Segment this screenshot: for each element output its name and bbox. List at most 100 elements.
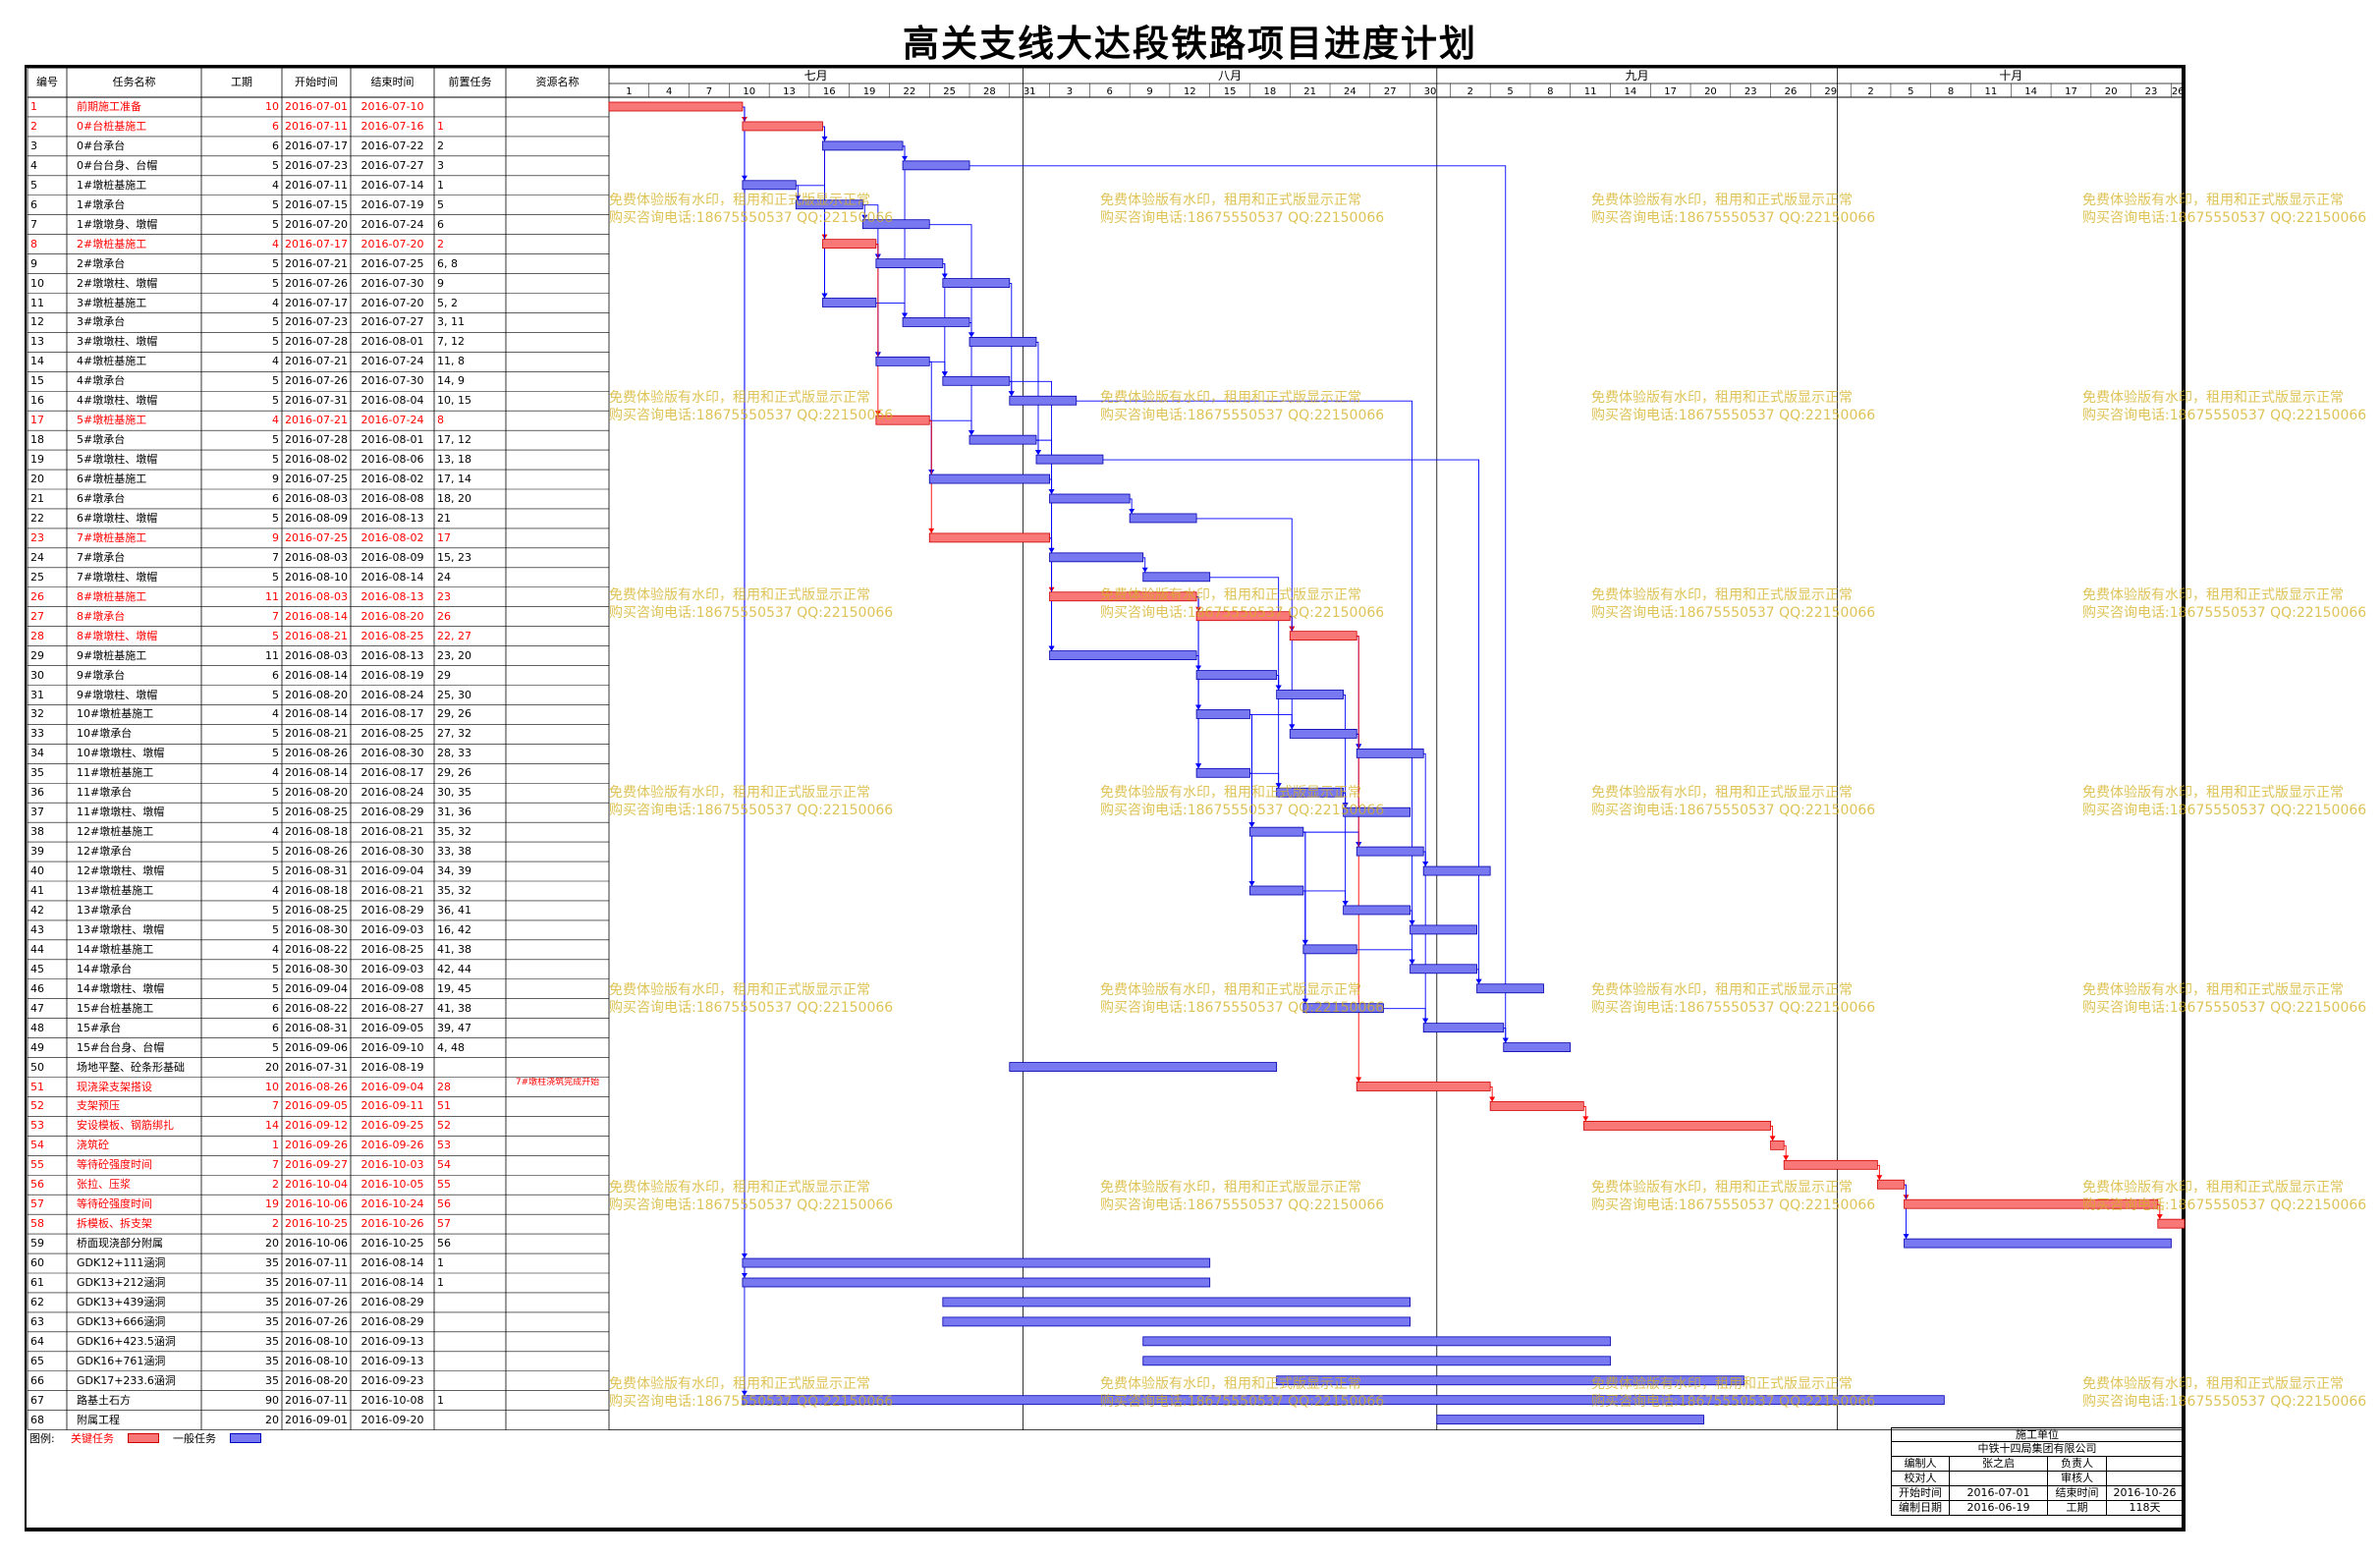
gantt-bar [1410,924,1477,935]
table-cell-end: 2016-09-23 [360,1373,424,1387]
table-cell-start: 2016-07-21 [285,414,348,427]
table-cell-start: 2016-07-11 [285,119,348,133]
dependency-link [1009,380,1053,553]
table-cell-res [506,312,609,332]
table-cell-duration: 7 [272,1158,279,1172]
day-tick-label: 9 [1146,86,1152,97]
table-cell-start: 2016-07-26 [285,1295,348,1308]
dependency-arrow [1289,724,1296,730]
table-cell-start: 2016-08-10 [285,1354,348,1367]
table-cell-id: 25 [30,570,44,584]
table-cell-start: 2016-07-26 [285,276,348,290]
table-cell-start: 2016-08-26 [285,845,348,859]
table-cell-pred: 3, 11 [437,315,465,329]
table-cell-id: 52 [30,1099,44,1113]
table-cell-id: 27 [30,609,44,623]
table-cell-duration: 35 [265,1354,279,1367]
table-cell-id: 46 [30,981,44,995]
table-cell-name: 1#墩墩身、墩帽 [77,217,158,231]
table-cell-end: 2016-07-30 [360,374,424,388]
gantt-bar [1876,1179,1905,1190]
table-cell-end: 2016-08-09 [360,550,424,564]
table-cell-duration: 5 [272,981,279,995]
table-cell-pred: 17, 12 [437,433,471,447]
table-cell-duration: 5 [272,315,279,329]
gantt-bar [1276,690,1345,699]
table-cell-start: 2016-08-02 [285,453,348,467]
sign-manager [2107,1457,2184,1472]
table-cell-start: 2016-07-28 [285,335,348,349]
day-tick-label: 29 [1824,86,1837,97]
gantt-bar [742,1277,1211,1288]
table-cell-id: 6 [30,197,37,211]
dependency-link [969,165,1507,1043]
dependency-arrow [1048,645,1055,651]
table-cell-duration: 6 [272,1021,279,1034]
table-cell-end: 2016-07-24 [360,217,424,231]
table-cell-duration: 5 [272,864,279,878]
table-cell-start: 2016-10-25 [285,1217,348,1231]
gantt-bar [1503,1042,1572,1052]
table-cell-start: 2016-09-05 [285,1099,348,1113]
dependency-arrow [1141,567,1148,573]
table-cell-name: 13#墩承台 [77,903,133,917]
table-cell-duration: 2 [272,1178,279,1192]
day-tick-label: 8 [1948,86,1954,97]
table-cell-res [506,862,609,881]
table-cell-duration: 5 [272,197,279,211]
table-cell-end: 2016-09-04 [360,864,424,878]
table-cell-duration: 4 [272,825,279,839]
dependency-link [1196,518,1293,632]
table-cell-id: 50 [30,1060,44,1074]
table-cell-res [506,254,609,274]
table-cell-duration: 5 [272,806,279,819]
table-cell-duration: 4 [272,884,279,897]
gantt-bar [1142,572,1211,583]
table-cell-start: 2016-10-06 [285,1197,348,1211]
table-cell-id: 10 [30,276,44,290]
table-cell-name: GDK16+423.5涵洞 [77,1334,176,1348]
table-cell-start: 2016-08-25 [285,806,348,819]
dependency-link [1302,831,1359,848]
gantt-bar [902,317,970,327]
table-cell-name: 14#墩桩基施工 [77,942,154,956]
table-header-cell: 工期 [231,76,252,88]
table-cell-id: 58 [30,1217,44,1231]
table-cell-name: 附属工程 [77,1413,120,1426]
gantt-bar [1035,454,1104,465]
gantt-bar [942,278,1011,288]
table-cell-res [506,470,609,489]
table-cell-name: GDK13+439涵洞 [77,1295,166,1308]
table-cell-start: 2016-08-09 [285,511,348,525]
table-cell-duration: 5 [272,158,279,172]
table-cell-duration: 35 [265,1256,279,1270]
sign-unit-name: 中铁十四局集团有限公司 [1891,1442,2184,1457]
table-cell-res [506,724,609,744]
day-tick-label: 23 [2145,86,2158,97]
gantt-bar [1009,1062,1278,1072]
table-cell-duration: 5 [272,962,279,975]
table-cell-pred: 24 [437,570,451,584]
dependency-arrow [1769,1136,1776,1141]
table-cell-name: 14#墩承台 [77,962,133,975]
gantt-bar [875,258,944,269]
table-cell-end: 2016-08-25 [360,942,424,956]
table-cell-res [506,176,609,195]
table-cell-end: 2016-07-24 [360,414,424,427]
table-cell-duration: 5 [272,786,279,800]
table-cell-name: 2#墩墩柱、墩帽 [77,276,158,290]
table-cell-start: 2016-10-04 [285,1178,348,1192]
table-cell-name: 7#墩承台 [77,550,126,564]
dependency-link [1035,341,1039,456]
table-cell-end: 2016-08-21 [360,825,424,839]
table-cell-start: 2016-08-20 [285,688,348,701]
table-cell-duration: 5 [272,374,279,388]
table-cell-id: 22 [30,511,44,525]
table-cell-res [506,666,609,686]
table-cell-start: 2016-08-21 [285,629,348,642]
table-cell-end: 2016-08-20 [360,609,424,623]
table-cell-name: 2#墩桩基施工 [77,237,147,250]
table-cell-end: 2016-08-13 [360,589,424,603]
gantt-bar [1195,709,1250,719]
table-cell-pred: 22, 27 [437,629,471,642]
